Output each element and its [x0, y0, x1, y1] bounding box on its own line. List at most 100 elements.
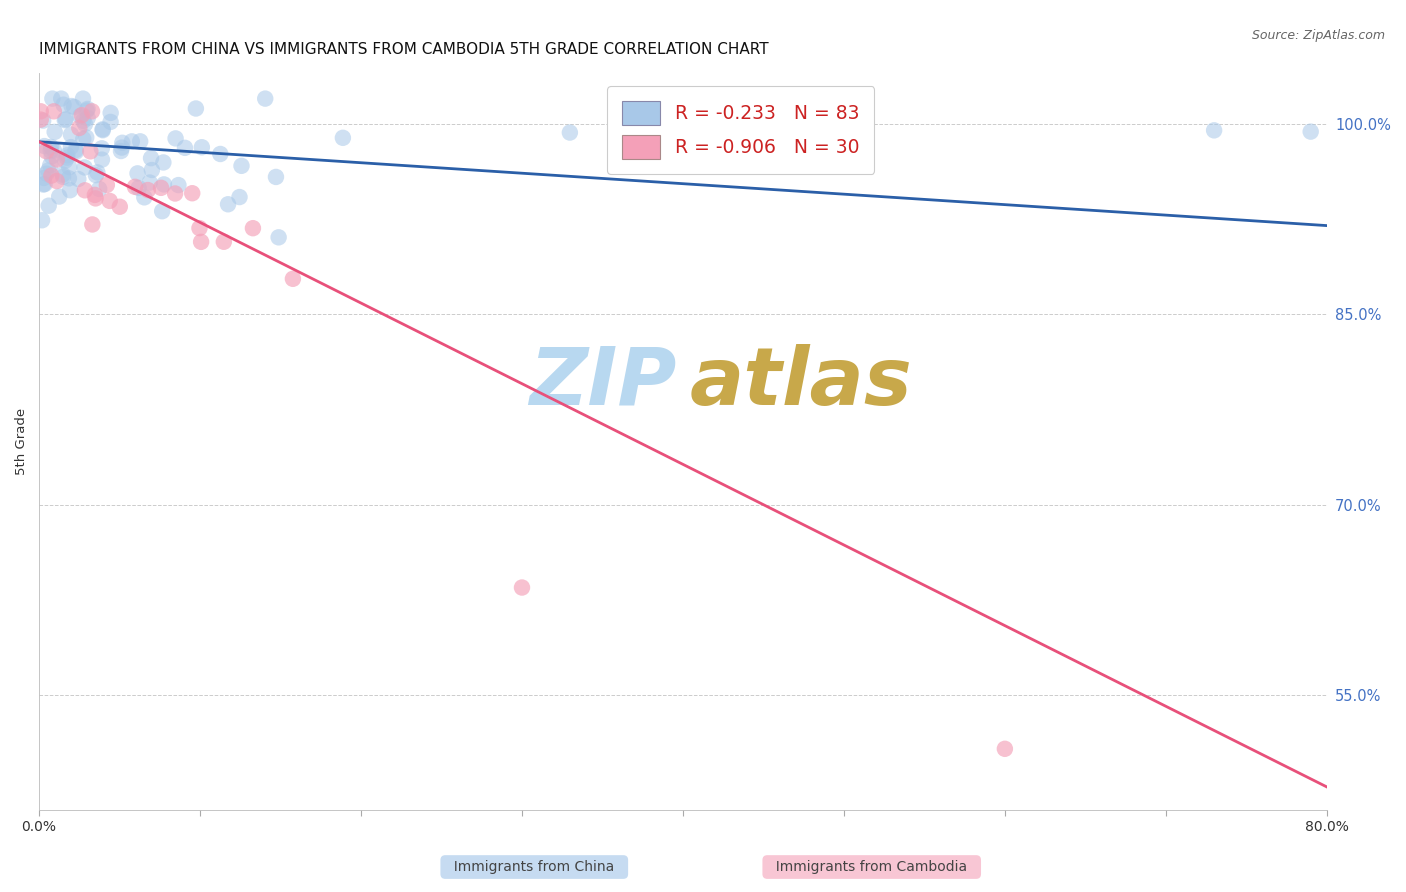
Point — [121, 135, 143, 149]
Text: Source: ZipAtlas.com: Source: ZipAtlas.com — [1251, 29, 1385, 42]
Point — [45, 153, 67, 167]
Point — [75, 130, 97, 145]
Point — [72, 132, 94, 146]
Point — [44, 125, 66, 139]
Point — [98, 194, 121, 208]
Point — [212, 235, 235, 249]
Point — [139, 151, 162, 165]
Point — [60, 99, 83, 113]
Legend: R = -0.233   N = 83, R = -0.906   N = 30: R = -0.233 N = 83, R = -0.906 N = 30 — [607, 87, 875, 174]
Point — [30, 112, 52, 127]
Point — [34, 139, 56, 153]
Point — [332, 131, 354, 145]
Point — [48, 189, 70, 203]
Point — [129, 134, 152, 148]
Point — [67, 172, 90, 186]
Point — [138, 176, 160, 190]
Point — [188, 221, 211, 235]
Point — [82, 218, 104, 232]
Point — [994, 741, 1017, 756]
Point — [79, 145, 101, 159]
Point — [59, 183, 82, 197]
Point — [100, 106, 122, 120]
Point — [34, 177, 56, 191]
Point — [100, 115, 122, 129]
Point — [134, 190, 156, 204]
Y-axis label: 5th Grade: 5th Grade — [15, 408, 28, 475]
Point — [228, 190, 250, 204]
Point — [90, 141, 112, 155]
Point — [191, 140, 214, 154]
Point — [264, 169, 287, 184]
Point — [51, 92, 73, 106]
Point — [267, 230, 290, 244]
Point — [32, 113, 55, 128]
Point — [96, 178, 118, 192]
Point — [181, 186, 204, 201]
Point — [1299, 125, 1322, 139]
Point — [35, 167, 58, 181]
Point — [58, 171, 80, 186]
Point — [124, 179, 146, 194]
Point — [76, 111, 98, 125]
Point — [165, 131, 187, 145]
Point — [217, 197, 239, 211]
Point — [80, 104, 103, 119]
Point — [91, 153, 114, 167]
Point — [150, 204, 173, 219]
Point — [53, 113, 76, 128]
Point — [59, 128, 82, 142]
Point — [231, 159, 253, 173]
Point — [558, 126, 581, 140]
Text: Immigrants from Cambodia: Immigrants from Cambodia — [768, 860, 976, 874]
Point — [70, 108, 93, 122]
Point — [281, 272, 304, 286]
Point — [67, 120, 90, 135]
Point — [39, 140, 62, 154]
Point — [52, 168, 75, 182]
Point — [30, 104, 52, 119]
Point — [91, 123, 114, 137]
Point — [152, 155, 174, 169]
Point — [45, 174, 67, 188]
Point — [72, 92, 94, 106]
Point — [190, 235, 212, 249]
Point — [65, 145, 87, 159]
Point — [56, 148, 79, 162]
Point — [55, 112, 77, 127]
Point — [73, 161, 96, 175]
Point — [150, 181, 173, 195]
Point — [254, 92, 277, 106]
Point — [84, 191, 107, 205]
Point — [38, 199, 60, 213]
Point — [52, 169, 75, 184]
Point — [108, 200, 131, 214]
Text: ZIP: ZIP — [529, 343, 676, 422]
Point — [128, 181, 150, 195]
Point — [32, 171, 55, 186]
Point — [76, 102, 98, 116]
Point — [84, 168, 107, 182]
Point — [41, 92, 63, 106]
Point — [86, 165, 108, 179]
Point — [56, 151, 79, 165]
Text: atlas: atlas — [689, 343, 912, 422]
Point — [165, 186, 187, 201]
Point — [52, 97, 75, 112]
Point — [174, 141, 197, 155]
Point — [89, 182, 111, 196]
Point — [242, 221, 264, 235]
Point — [39, 158, 62, 172]
Text: IMMIGRANTS FROM CHINA VS IMMIGRANTS FROM CAMBODIA 5TH GRADE CORRELATION CHART: IMMIGRANTS FROM CHINA VS IMMIGRANTS FROM… — [39, 42, 769, 57]
Point — [39, 144, 62, 158]
Point — [42, 144, 65, 158]
Point — [110, 144, 132, 158]
Point — [136, 183, 159, 197]
Point — [1204, 123, 1226, 137]
Point — [63, 100, 86, 114]
Point — [72, 113, 94, 128]
Point — [32, 178, 55, 192]
Point — [510, 581, 533, 595]
Point — [127, 166, 149, 180]
Point — [73, 183, 96, 197]
